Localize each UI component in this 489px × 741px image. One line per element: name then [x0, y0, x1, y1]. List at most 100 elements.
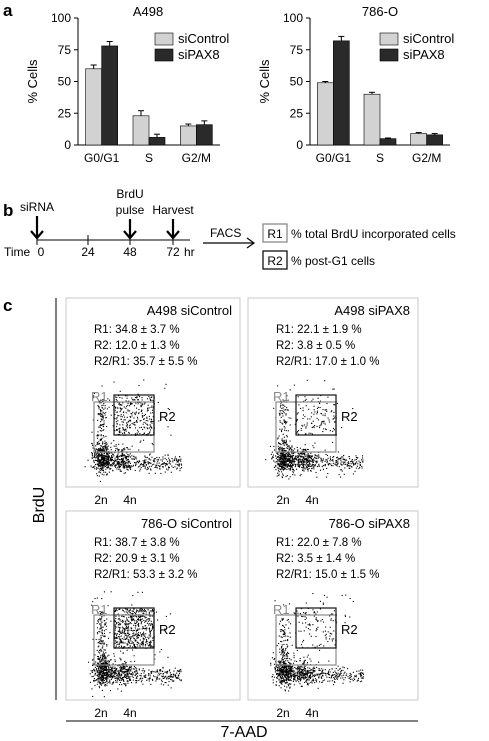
chart-title: A498 [133, 4, 163, 19]
legend-swatch [380, 49, 398, 61]
facs-plot-0: A498 siControl R1: 34.8 ± 3.7 % R2: 12.0 ±… [66, 298, 240, 507]
dna-tick-4n: 4n [305, 493, 318, 507]
panel-label-a: a [3, 1, 13, 20]
facs-stat: R2/R1: 17.0 ± 1.0 % [276, 356, 379, 368]
y-tick-label: 25 [58, 106, 72, 120]
x-tick-label: G2/M [182, 151, 211, 165]
time-label: Time [4, 245, 31, 259]
facs-label: FACS [210, 226, 241, 240]
gate-r1-label: R1 [273, 602, 290, 617]
dna-tick-4n: 4n [305, 706, 318, 720]
dna-tick-4n: 4n [123, 706, 136, 720]
gate-legend-text: % post-G1 cells [291, 254, 375, 268]
facs-stat: R2: 3.8 ± 0.5 % [276, 340, 355, 352]
legend-label: siControl [403, 31, 454, 46]
facs-plot-3: 786-O siPAX8 R1: 22.0 ± 7.8 % R2: 3.5 ± 1.… [248, 511, 418, 720]
bar-siPAX8 [149, 137, 165, 145]
bar-siPAX8 [102, 46, 118, 145]
y-tick-label: 75 [290, 43, 304, 57]
gate-r2-box [296, 395, 336, 435]
y-axis-label: % Cells [257, 59, 272, 104]
x-tick-label: G0/G1 [316, 151, 352, 165]
panel-label-b: b [3, 201, 13, 220]
dna-tick-2n: 2n [276, 706, 289, 720]
facs-stat: R2/R1: 15.0 ± 1.5 % [276, 569, 379, 581]
facs-title: A498 siPAX8 [334, 303, 410, 318]
gate-legend-name: R2 [267, 254, 283, 268]
facs-stat: R1: 22.1 ± 1.9 % [276, 324, 362, 336]
bar-siControl [364, 94, 380, 145]
bar-siPAX8 [196, 125, 212, 145]
gate-r1-label: R1 [91, 602, 108, 617]
gate-legend-text: % total BrdU incorporated cells [291, 227, 456, 241]
y-tick-label: 75 [58, 43, 72, 57]
event-label-pulse: pulse [116, 203, 145, 217]
gate-r1-label: R1 [91, 389, 108, 404]
y-tick-label: 0 [296, 138, 303, 152]
bar-siControl [317, 83, 333, 145]
facs-title: A498 siControl [147, 303, 232, 318]
y-tick-label: 100 [283, 11, 303, 25]
event-label-brdu: BrdU [116, 187, 143, 201]
legend-label: siControl [178, 31, 229, 46]
event-label-harvest: Harvest [152, 203, 194, 217]
time-tick-label: 72 [166, 245, 180, 259]
y-tick-label: 25 [290, 106, 304, 120]
dna-tick-4n: 4n [123, 493, 136, 507]
facs-stat: R2: 3.5 ± 1.4 % [276, 553, 355, 565]
legend-label: siPAX8 [178, 47, 220, 62]
gate-r2-label: R2 [341, 409, 358, 424]
gate-r2-label: R2 [159, 409, 176, 424]
x-tick-label: G2/M [412, 151, 441, 165]
facs-stat: R1: 38.7 ± 3.8 % [94, 537, 180, 549]
gate-r1-label: R1 [273, 389, 290, 404]
panel-label-c: c [3, 296, 12, 315]
x-tick-label: S [376, 151, 384, 165]
legend-swatch [155, 33, 173, 45]
facs-title: 786-O siPAX8 [329, 516, 410, 531]
time-tick-label: 48 [123, 245, 137, 259]
time-tick-label: 0 [38, 245, 45, 259]
time-unit: hr [184, 245, 195, 259]
gate-r2-label: R2 [159, 622, 176, 637]
y-tick-label: 0 [64, 138, 71, 152]
timeline-panel: 0 24 48 72 Time hr siRNA BrdU pulse Harvest FACS R1… [4, 187, 456, 269]
legend-swatch [155, 49, 173, 61]
event-label-sirna: siRNA [20, 200, 54, 214]
bar-siControl [411, 134, 427, 145]
y-axis-label: % Cells [25, 59, 40, 104]
bar-siControl [180, 126, 196, 145]
facs-stat: R2/R1: 53.3 ± 3.2 % [94, 569, 197, 581]
dna-tick-2n: 2n [94, 493, 107, 507]
bar-siPAX8 [380, 139, 396, 145]
gate-r2-label: R2 [341, 622, 358, 637]
legend-swatch [380, 33, 398, 45]
facs-y-axis-label: BrdU [31, 487, 48, 523]
bar-chart-1: 786-O % Cells 0 25 50 75 100 G0/G1 S G2/M siContro… [257, 4, 454, 165]
dna-tick-2n: 2n [276, 493, 289, 507]
facs-stat: R1: 34.8 ± 3.7 % [94, 324, 180, 336]
chart-title: 786-O [362, 4, 398, 19]
y-tick-label: 50 [58, 75, 72, 89]
y-tick-label: 100 [51, 11, 71, 25]
facs-x-axis-label: 7-AAD [220, 724, 267, 741]
dna-tick-2n: 2n [94, 706, 107, 720]
bar-siPAX8 [427, 135, 443, 145]
bar-siPAX8 [333, 41, 349, 145]
legend-label: siPAX8 [403, 47, 445, 62]
facs-stat: R2/R1: 35.7 ± 5.5 % [94, 356, 197, 368]
y-tick-label: 50 [290, 75, 304, 89]
bar-chart-0: A498 % Cells 0 25 50 75 100 G0/G1 S G2/M siControl… [25, 4, 229, 165]
x-tick-label: S [145, 151, 153, 165]
facs-plot-1: A498 siPAX8 R1: 22.1 ± 1.9 % R2: 3.8 ± 0.5… [248, 298, 418, 507]
time-tick-label: 24 [81, 245, 95, 259]
facs-stat: R2: 20.9 ± 3.1 % [94, 553, 180, 565]
bar-siControl [86, 69, 102, 145]
bar-siControl [133, 116, 149, 145]
x-tick-label: G0/G1 [84, 151, 120, 165]
facs-stat: R2: 12.0 ± 1.3 % [94, 340, 180, 352]
facs-title: 786-O siControl [141, 516, 232, 531]
facs-stat: R1: 22.0 ± 7.8 % [276, 537, 362, 549]
facs-plot-2: 786-O siControl R1: 38.7 ± 3.8 % R2: 20.9 … [66, 511, 240, 720]
